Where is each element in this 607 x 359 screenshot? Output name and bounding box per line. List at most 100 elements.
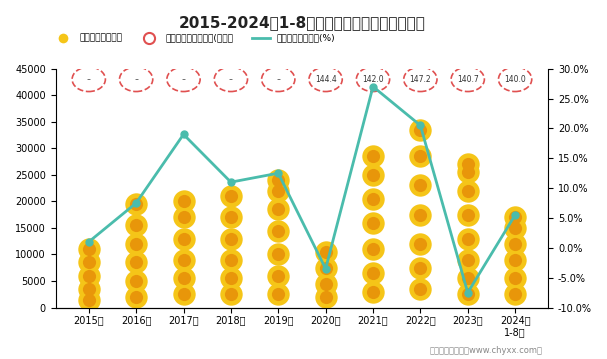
Point	[463, 257, 473, 263]
Point	[510, 225, 520, 231]
Point	[131, 294, 141, 300]
Point	[84, 273, 93, 279]
Text: -: -	[276, 74, 280, 84]
Point	[368, 246, 378, 252]
Point	[416, 265, 426, 271]
Point	[178, 131, 188, 137]
Point	[463, 257, 473, 263]
Point	[273, 252, 283, 257]
Point	[178, 257, 188, 263]
Point	[463, 169, 473, 175]
Point	[131, 260, 141, 265]
Text: 142.0: 142.0	[362, 75, 384, 84]
Point	[273, 292, 283, 297]
Text: -: -	[134, 74, 138, 84]
Point	[273, 177, 283, 183]
Point	[368, 172, 378, 178]
Point	[226, 193, 236, 199]
Point	[226, 257, 236, 263]
Point	[320, 266, 330, 272]
Point	[463, 161, 473, 167]
Point	[463, 188, 473, 194]
Point	[510, 225, 520, 231]
Point	[416, 286, 426, 292]
Point	[131, 201, 141, 207]
Point	[178, 214, 188, 220]
Point	[320, 265, 330, 271]
Point	[84, 246, 93, 252]
Point	[84, 286, 93, 292]
Point	[131, 278, 141, 284]
Point	[510, 275, 520, 281]
Point	[131, 278, 141, 284]
Point	[320, 294, 330, 300]
Point	[226, 292, 236, 297]
Point	[416, 183, 426, 188]
Point	[131, 201, 141, 207]
Point	[510, 214, 520, 220]
Point	[368, 270, 378, 276]
Point	[368, 246, 378, 252]
Point	[510, 275, 520, 281]
Point	[273, 170, 283, 176]
Point	[131, 223, 141, 228]
Point	[226, 292, 236, 297]
Point	[510, 257, 520, 263]
Point	[178, 236, 188, 242]
Point	[178, 199, 188, 204]
Point	[84, 297, 93, 303]
Point	[416, 122, 426, 128]
Point	[226, 257, 236, 263]
Point	[463, 212, 473, 218]
Point	[178, 236, 188, 242]
Point	[131, 260, 141, 265]
Point	[273, 206, 283, 212]
Text: 制图：智研咨询（www.chyxx.com）: 制图：智研咨询（www.chyxx.com）	[429, 346, 542, 355]
Point	[416, 153, 426, 159]
Point	[463, 236, 473, 242]
Point	[510, 257, 520, 263]
Text: -: -	[229, 74, 233, 84]
Point	[463, 161, 473, 167]
Point	[84, 260, 93, 265]
Point	[178, 292, 188, 297]
Point	[368, 220, 378, 225]
Point	[320, 249, 330, 255]
Point	[226, 275, 236, 281]
Point	[178, 275, 188, 281]
Point	[273, 273, 283, 279]
Point	[510, 241, 520, 247]
Text: 147.2: 147.2	[410, 75, 431, 84]
Point	[368, 196, 378, 202]
Point	[84, 246, 93, 252]
Text: 144.4: 144.4	[315, 75, 336, 84]
Point	[84, 297, 93, 303]
Point	[226, 179, 236, 185]
Point	[320, 281, 330, 286]
Point	[178, 292, 188, 297]
Point	[416, 286, 426, 292]
Point	[273, 188, 283, 194]
Text: -: -	[87, 74, 91, 84]
Point	[84, 286, 93, 292]
Point	[463, 188, 473, 194]
Point	[320, 265, 330, 271]
Point	[416, 153, 426, 159]
Point	[416, 241, 426, 247]
Point	[368, 289, 378, 294]
Point	[510, 212, 520, 218]
Point	[368, 196, 378, 202]
Point	[368, 153, 378, 159]
Point	[226, 214, 236, 220]
Point	[84, 260, 93, 265]
Point	[131, 241, 141, 247]
Point	[463, 292, 473, 297]
Point	[226, 214, 236, 220]
Point	[463, 292, 473, 297]
Text: 140.7: 140.7	[457, 75, 478, 84]
Point	[320, 281, 330, 286]
Point	[510, 292, 520, 297]
Point	[226, 236, 236, 242]
Point	[226, 236, 236, 242]
Point	[273, 252, 283, 257]
